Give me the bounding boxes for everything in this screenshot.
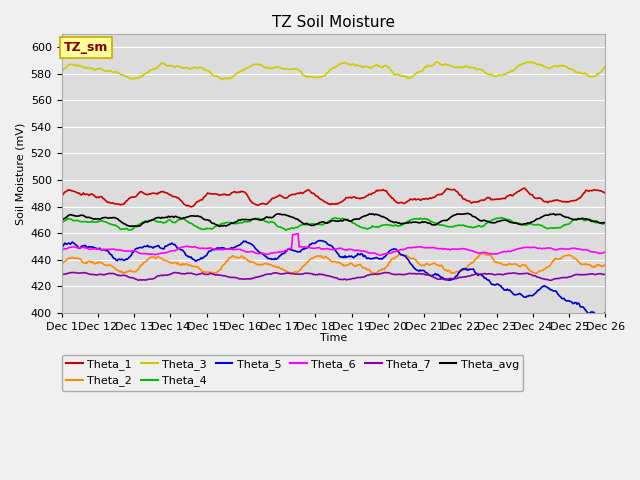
Theta_1 [504, 193, 512, 199]
Theta_avg [317, 220, 324, 226]
Theta_avg [353, 216, 361, 222]
Theta_1 [521, 185, 529, 191]
Theta_7 [504, 271, 512, 276]
Theta_3 [353, 62, 361, 68]
Theta_2 [383, 264, 390, 270]
Theta_2 [58, 262, 65, 268]
Theta_avg [506, 219, 513, 225]
Theta_1 [602, 191, 609, 196]
X-axis label: Time: Time [320, 333, 347, 343]
Line: Theta_7: Theta_7 [61, 273, 605, 280]
Theta_3 [219, 77, 227, 83]
Theta_7 [352, 275, 360, 281]
Theta_4 [321, 220, 328, 226]
Theta_6 [506, 249, 513, 254]
Theta_avg [602, 220, 609, 226]
Theta_5 [383, 252, 390, 258]
Line: Theta_6: Theta_6 [61, 234, 605, 255]
Theta_6 [58, 246, 65, 252]
Theta_2 [602, 262, 609, 268]
Theta_3 [321, 73, 328, 79]
Line: Theta_4: Theta_4 [61, 217, 605, 230]
Line: Theta_2: Theta_2 [61, 252, 605, 274]
Theta_4 [497, 215, 504, 220]
Theta_3 [504, 70, 512, 75]
Theta_6 [602, 250, 609, 255]
Theta_1 [353, 195, 361, 201]
Theta_1 [321, 199, 328, 204]
Theta_1 [591, 187, 598, 192]
Theta_3 [58, 67, 65, 72]
Theta_6 [383, 251, 391, 256]
Line: Theta_5: Theta_5 [61, 240, 605, 318]
Theta_5 [597, 315, 605, 321]
Theta_7 [381, 270, 389, 276]
Theta_avg [463, 210, 471, 216]
Theta_3 [602, 63, 609, 69]
Line: Theta_avg: Theta_avg [61, 213, 605, 227]
Theta_avg [58, 216, 65, 222]
Theta_2 [317, 253, 324, 259]
Theta_avg [321, 219, 328, 225]
Theta_7 [602, 271, 609, 277]
Theta_avg [216, 224, 223, 229]
Theta_6 [376, 252, 383, 258]
Theta_7 [591, 272, 598, 277]
Line: Theta_1: Theta_1 [61, 188, 605, 207]
Theta_5 [321, 239, 328, 244]
Theta_4 [282, 228, 290, 233]
Theta_6 [591, 249, 598, 255]
Theta_2 [353, 263, 361, 268]
Theta_6 [321, 246, 328, 252]
Theta_5 [58, 244, 65, 250]
Theta_3 [527, 59, 535, 65]
Theta_6 [353, 247, 361, 253]
Theta_5 [317, 238, 324, 244]
Theta_4 [591, 219, 598, 225]
Theta_2 [321, 255, 328, 261]
Theta_3 [317, 74, 324, 80]
Theta_4 [58, 220, 65, 226]
Theta_1 [188, 204, 195, 210]
Theta_4 [506, 216, 513, 222]
Theta_5 [602, 310, 609, 315]
Theta_2 [506, 261, 513, 266]
Theta_6 [294, 231, 302, 237]
Y-axis label: Soil Moisture (mV): Soil Moisture (mV) [15, 122, 25, 225]
Theta_avg [591, 218, 598, 224]
Legend: Theta_1, Theta_2, Theta_3, Theta_4, Theta_5, Theta_6, Theta_7, Theta_avg: Theta_1, Theta_2, Theta_3, Theta_4, Thet… [61, 355, 524, 391]
Theta_3 [383, 63, 390, 69]
Theta_5 [504, 288, 512, 293]
Theta_1 [317, 196, 324, 202]
Theta_avg [383, 216, 390, 221]
Theta_4 [353, 222, 361, 228]
Theta_2 [209, 271, 217, 276]
Theta_7 [58, 272, 65, 277]
Theta_4 [602, 221, 609, 227]
Theta_5 [353, 252, 361, 258]
Theta_3 [591, 73, 598, 79]
Theta_7 [383, 270, 390, 276]
Theta_7 [546, 277, 554, 283]
Theta_5 [316, 238, 324, 243]
Theta_6 [317, 246, 324, 252]
Title: TZ Soil Moisture: TZ Soil Moisture [272, 15, 395, 30]
Theta_1 [58, 192, 65, 198]
Line: Theta_3: Theta_3 [61, 62, 605, 80]
Theta_7 [319, 272, 327, 277]
Theta_5 [589, 309, 597, 315]
Theta_4 [383, 222, 390, 228]
Theta_7 [316, 272, 324, 277]
Theta_2 [479, 250, 487, 255]
Theta_2 [591, 263, 598, 269]
Theta_4 [317, 222, 324, 228]
Theta_1 [383, 188, 390, 193]
Text: TZ_sm: TZ_sm [64, 41, 109, 54]
